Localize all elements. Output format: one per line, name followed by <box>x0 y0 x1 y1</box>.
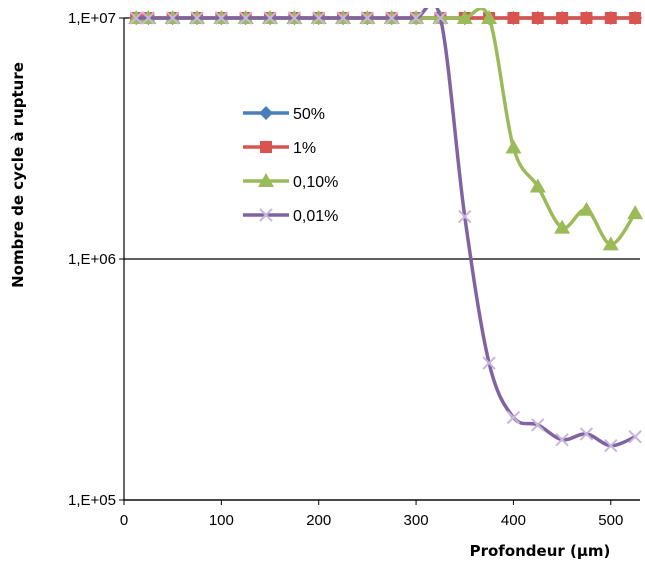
series-lines <box>128 8 644 453</box>
series-line-2 <box>136 8 637 247</box>
series-1-point-21 <box>629 12 642 24</box>
series-3-point-17-stroke-b <box>531 418 545 432</box>
x-tick-label-5: 500 <box>598 512 623 529</box>
series-3-point-9 <box>336 11 350 25</box>
series-2-point-17 <box>529 178 546 193</box>
legend: 50% 1% 0,10% 0,01% <box>243 106 338 225</box>
series-3-point-21-stroke-b <box>628 430 642 444</box>
series-1-point-19 <box>580 12 593 24</box>
series-3-point-20 <box>604 438 618 453</box>
legend-marker-3 <box>259 208 273 222</box>
tick-labels: 1,E+05 1,E+06 1,E+07 0 100 200 300 400 500 <box>68 10 623 529</box>
series-3-point-8-stroke-b <box>312 11 326 25</box>
legend-item-0: 50% <box>243 106 325 123</box>
series-3-point-4 <box>214 11 229 25</box>
series-1-point-16 <box>507 12 520 24</box>
legend-label-1: 1% <box>293 140 316 157</box>
legend-label-3: 0,01% <box>293 208 338 225</box>
series-3-point-5-stroke-b <box>238 11 253 25</box>
legend-item-2: 0,10% <box>243 173 338 191</box>
series-3-point-1 <box>141 11 156 25</box>
series-2-point-15 <box>481 10 498 24</box>
series-3 <box>129 8 642 453</box>
series-3-point-10-stroke-b <box>360 11 375 25</box>
series-3-point-16-stroke-b <box>506 410 521 425</box>
legend-marker-2 <box>258 173 274 187</box>
x-tick-label-2: 200 <box>306 512 331 529</box>
series-3-point-19 <box>579 427 594 441</box>
x-tick-label-1: 100 <box>209 512 234 529</box>
series-3-point-6 <box>263 11 277 25</box>
series-1-point-17 <box>531 12 544 24</box>
series-3-point-21 <box>628 430 642 444</box>
y-tick-label-1: 1,E+06 <box>68 251 116 268</box>
series-3-point-0 <box>129 11 143 25</box>
series-3-point-13 <box>433 11 448 25</box>
series-3-point-18 <box>555 432 569 447</box>
series-line-3 <box>136 8 636 448</box>
legend-marker-3-stroke-b <box>259 208 273 222</box>
series-3-point-4-stroke-b <box>214 11 229 25</box>
series-3-point-15-stroke-b <box>482 356 496 370</box>
y-tick-label-0: 1,E+05 <box>68 492 116 509</box>
series-3-point-12 <box>409 11 423 25</box>
legend-marker-0 <box>259 106 273 120</box>
legend-label-0: 50% <box>293 106 325 123</box>
series-3-point-1-stroke-b <box>141 11 156 25</box>
x-tick-label-3: 300 <box>404 512 429 529</box>
series-3-point-10 <box>360 11 375 25</box>
series-3-point-5 <box>238 11 253 25</box>
series-3-point-18-stroke-b <box>555 432 569 447</box>
legend-item-1: 1% <box>243 140 316 157</box>
series-1-point-18 <box>556 12 569 24</box>
series-3-point-16 <box>506 410 521 425</box>
series-3-point-9-stroke-b <box>336 11 350 25</box>
x-axis-title: Profondeur (µm) <box>470 542 611 560</box>
series-3-point-11 <box>385 11 399 25</box>
series-2-point-19 <box>578 201 595 216</box>
series-2-point-16 <box>505 139 522 154</box>
axes <box>119 17 640 505</box>
legend-label-2: 0,10% <box>293 174 338 191</box>
series-2-point-18 <box>554 219 571 234</box>
x-tick-label-4: 400 <box>501 512 526 529</box>
series-3-point-17 <box>531 418 545 432</box>
series-3-point-14 <box>458 209 472 224</box>
series-3-point-8 <box>312 11 326 25</box>
legend-marker-1 <box>260 141 272 153</box>
series-3-point-7 <box>287 11 302 25</box>
series-3-point-6-stroke-b <box>263 11 277 25</box>
series-3-point-3-stroke-b <box>190 11 204 25</box>
y-tick-label-2: 1,E+07 <box>68 10 116 27</box>
series-2-point-21 <box>627 205 644 220</box>
series-2-point-20 <box>602 236 619 251</box>
y-axis-title: Nombre de cycle à rupture <box>9 62 27 288</box>
series-3-point-11-stroke-b <box>385 11 399 25</box>
series-3-point-13-stroke-b <box>433 11 448 25</box>
series-3-point-7-stroke-b <box>287 11 302 25</box>
series-3-point-15 <box>482 356 496 370</box>
series-3-point-14-stroke-b <box>458 209 472 224</box>
series-3-point-19-stroke-b <box>579 427 594 441</box>
series-3-point-20-stroke-b <box>604 438 618 453</box>
series-3-point-3 <box>190 11 204 25</box>
legend-item-3: 0,01% <box>243 208 338 225</box>
x-tick-label-0: 0 <box>120 512 128 529</box>
series-1-point-20 <box>604 12 617 24</box>
grid-lines <box>124 17 640 501</box>
series-3-point-2 <box>165 11 180 25</box>
series-3-point-12-stroke-b <box>409 11 423 25</box>
series-2-point-14 <box>456 10 473 24</box>
series-3-point-0-stroke-b <box>129 11 143 25</box>
series-2 <box>128 8 644 251</box>
series-3-point-2-stroke-b <box>165 11 180 25</box>
